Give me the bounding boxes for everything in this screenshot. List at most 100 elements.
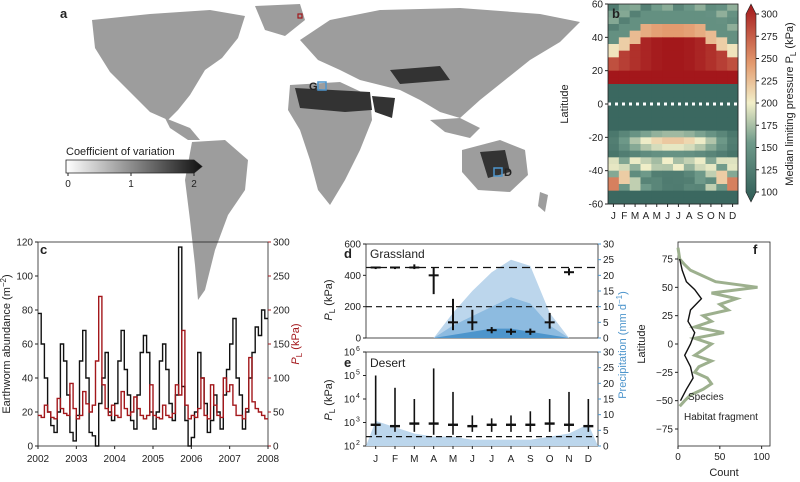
- heatmap-cell: [629, 84, 641, 92]
- earthworm-axis-ticks: 0 20 40 60 80 100 120: [16, 238, 38, 453]
- heatmap-cell: [673, 64, 685, 72]
- panel-label-e: e: [344, 355, 351, 370]
- heatmap-cell: [629, 137, 641, 145]
- heatmap-cell: [716, 137, 728, 145]
- heatmap-cell: [716, 17, 728, 25]
- desert-precip-tick-label: 25: [603, 363, 615, 374]
- heatmap-cell: [618, 24, 631, 32]
- heatmap-cell: [694, 4, 706, 12]
- heatmap-cell: [640, 57, 652, 65]
- heatmap-cell: [651, 104, 663, 112]
- south-america-shape: [185, 140, 248, 300]
- heatmap-cell: [608, 37, 620, 45]
- heatmap-cell: [673, 144, 685, 152]
- count-axis-label: Count: [709, 467, 738, 479]
- heatmap-cell: [651, 50, 663, 58]
- heatmap-cell: [705, 170, 717, 178]
- heatmap-cell: [651, 24, 663, 32]
- heatmap-cell: [662, 110, 674, 118]
- heatmap-cell: [651, 57, 663, 65]
- heatmap-cell: [694, 10, 706, 18]
- heatmap-cell: [727, 37, 739, 45]
- heatmap-cell: [662, 157, 674, 165]
- heatmap-cell: [705, 57, 717, 65]
- heatmap-cell: [694, 110, 706, 118]
- heatmap-cell: [662, 97, 674, 105]
- grassland-precip-tick-label: 20: [603, 271, 615, 282]
- desert-pressure-boxes: [370, 368, 594, 435]
- heatmap-cell: [716, 90, 728, 98]
- latitude-tick-label: −25: [656, 368, 673, 379]
- colorbar-label-unit: (kPa): [784, 22, 796, 51]
- desert-precip-tick-label: 15: [603, 395, 615, 406]
- heatmap-cell: [651, 137, 663, 145]
- southeast-asia-shape: [430, 118, 480, 138]
- heatmap-cell: [608, 110, 620, 118]
- heatmap-cell: [673, 130, 685, 138]
- heatmap-cell: [651, 77, 663, 85]
- heatmap-cell: [673, 190, 685, 198]
- grassland-precip-tick-label: 0: [603, 334, 609, 345]
- heatmap-cell: [608, 170, 620, 178]
- heatmap-cell: [640, 90, 652, 98]
- heatmap-cell: [640, 104, 652, 112]
- heatmap-cell: [640, 144, 652, 152]
- count-tick-label: 50: [714, 452, 726, 463]
- heatmap-cell: [683, 24, 696, 32]
- desert-precip-area: [366, 420, 598, 446]
- desert-pressure-tick-label: 10: [344, 418, 356, 429]
- heatmap-cell: [640, 37, 652, 45]
- heatmap-cell: [694, 97, 706, 105]
- heatmap-cell: [727, 104, 739, 112]
- grassland-label-unit: (kPa): [323, 279, 335, 308]
- site-marker-grassland: [317, 81, 327, 91]
- heatmap-cell: [694, 157, 706, 165]
- heatmap-month-label: O: [707, 211, 715, 222]
- heatmap-month-label: F: [621, 211, 627, 222]
- earthworm-tick-label: 40: [22, 374, 34, 385]
- heatmap-cell: [662, 177, 674, 185]
- desert-label-sub: L: [328, 408, 337, 413]
- grassland-label-sub: L: [328, 308, 337, 313]
- heatmap-cell: [727, 4, 739, 12]
- heatmap-cell: [651, 144, 663, 152]
- greenland-shape: [255, 4, 305, 36]
- heatmap-cell: [651, 164, 663, 172]
- heatmap-cell: [716, 77, 728, 85]
- heatmap-cell: [608, 97, 620, 105]
- panel-label-c: c: [40, 242, 47, 257]
- heatmap-cell: [618, 44, 631, 52]
- heatmap-cell: [618, 124, 631, 132]
- latitude-tick-label: 50: [662, 283, 674, 294]
- grassland-precip-tick-label: 30: [603, 240, 615, 251]
- latitude-axis-label: Latitude: [636, 324, 648, 363]
- heatmap-cell: [705, 164, 717, 172]
- heatmap-cell: [673, 24, 685, 32]
- heatmap-cell: [608, 177, 620, 185]
- heatmap-cell: [705, 24, 717, 32]
- heatmap-cell: [662, 164, 674, 172]
- heatmap-cell: [629, 70, 641, 78]
- heatmap-cell: [629, 144, 641, 152]
- latitude-tick-label: 25: [662, 311, 674, 322]
- heatmap-cell: [662, 64, 674, 72]
- heatmap-cell: [651, 30, 663, 38]
- heatmap-cell: [683, 77, 696, 85]
- heatmap-cell: [608, 57, 620, 65]
- heatmap-cell: [694, 77, 706, 85]
- heatmap-cell: [683, 37, 696, 45]
- heatmap-cell: [716, 144, 728, 152]
- heatmap-cell: [618, 77, 631, 85]
- heatmap-cell: [727, 30, 739, 38]
- heatmap-cell: [694, 44, 706, 52]
- desert-pressure-tick-label: 10: [344, 442, 356, 453]
- heatmap-ytick-label: 0: [597, 100, 603, 111]
- site-marker-red: [297, 13, 303, 19]
- earthworm-axis-label-sup: −2: [0, 277, 8, 287]
- heatmap-cell: [640, 190, 652, 198]
- heatmap-cell: [640, 10, 652, 18]
- heatmap-cell: [651, 184, 663, 192]
- heatmap-cell: [629, 104, 641, 112]
- heatmap-cell: [618, 130, 631, 138]
